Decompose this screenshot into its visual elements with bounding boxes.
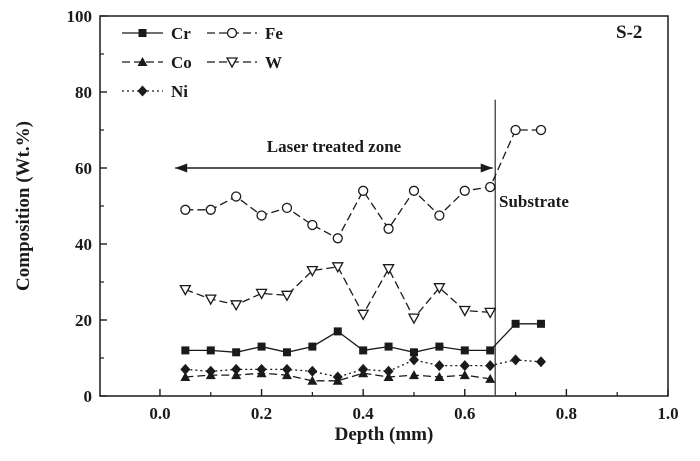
legend-W-marker (225, 57, 239, 69)
laser-zone-annotation: Laser treated zone (266, 137, 402, 156)
x-axis-label: Depth (mm) (334, 424, 434, 445)
arrowhead-left (175, 163, 188, 173)
arrowhead-right (480, 163, 493, 173)
series-Cr-marker (308, 342, 317, 351)
series-W-marker (255, 288, 268, 300)
legend-W-label: W (265, 53, 282, 72)
series-Ni-marker (307, 365, 318, 377)
series-Co-marker (434, 372, 445, 381)
y-tick-label: 60 (75, 159, 92, 178)
series-Co-marker (485, 373, 496, 383)
series-W-marker (331, 262, 344, 274)
x-tick-label: 0.6 (454, 404, 475, 423)
series-Cr-marker (181, 346, 190, 355)
series-W-marker (204, 294, 217, 306)
series-Cr-marker (435, 342, 444, 351)
panel-label: S-2 (616, 22, 643, 43)
series-Ni-marker (383, 365, 394, 377)
legend-Fe-marker (226, 27, 238, 39)
series-W-marker (230, 300, 243, 312)
series-Ni-marker (459, 360, 470, 372)
series-W-marker (306, 265, 319, 277)
legend-Ni-marker (137, 85, 148, 97)
x-tick-label: 0.8 (556, 404, 577, 423)
series-W-marker (484, 307, 497, 319)
series-Co-marker (307, 375, 318, 385)
x-tick-label: 0.0 (149, 404, 170, 423)
x-tick-label: 0.4 (353, 404, 375, 423)
y-tick-label: 40 (75, 235, 92, 254)
legend-Cr-label: Cr (171, 24, 191, 43)
legend-Co-marker (137, 57, 148, 66)
series-Cr-marker (536, 319, 545, 328)
series-W-line (185, 266, 491, 320)
series-Co-marker (180, 372, 191, 381)
legend-Ni-label: Ni (171, 82, 188, 101)
series-Fe-marker (408, 185, 420, 196)
series-Fe-marker (256, 210, 267, 221)
y-tick-label: 100 (67, 7, 93, 26)
series-Cr-marker (257, 342, 266, 351)
series-Ni-marker (180, 363, 191, 375)
series-Ni-marker (408, 354, 419, 366)
legend-Fe-label: Fe (265, 24, 283, 43)
series-Ni-marker (256, 363, 267, 375)
series-Cr-marker (282, 348, 291, 357)
y-tick-label: 20 (75, 311, 92, 330)
series-Fe-marker (332, 233, 343, 244)
series-Ni-marker (535, 356, 546, 368)
series-Fe-marker (281, 202, 293, 214)
series-Cr-marker (232, 348, 241, 357)
series-Fe-marker (535, 124, 547, 136)
y-axis-label: Composition (Wt.%) (13, 121, 34, 291)
series-Cr-marker (333, 327, 342, 336)
legend-Co-label: Co (171, 53, 192, 72)
series-Fe-marker (434, 210, 445, 221)
series-Co-marker (459, 370, 470, 380)
series-Ni-marker (332, 371, 343, 383)
series-Fe-marker (180, 204, 191, 215)
series-Ni-marker (358, 363, 369, 375)
series-Fe-marker (231, 191, 242, 202)
series-W-marker (407, 313, 421, 325)
series-W-marker (179, 284, 192, 296)
series-Fe-marker (459, 185, 470, 196)
series-Cr-marker (359, 346, 368, 355)
series-Ni-marker (205, 365, 216, 377)
series-Cr-marker (409, 348, 418, 357)
series-Fe-marker (485, 181, 496, 193)
series-Ni-line (185, 359, 542, 378)
series-Fe-marker (205, 204, 216, 215)
series-Ni-marker (231, 363, 242, 375)
series-Ni-marker (510, 354, 521, 366)
series-Fe-marker (358, 185, 369, 196)
series-Cr-marker (384, 342, 393, 351)
series-Fe-marker (383, 223, 394, 234)
substrate-annotation: Substrate (499, 192, 569, 211)
series-W-marker (458, 305, 471, 317)
series-Fe-line (185, 129, 541, 240)
series-Cr-marker (486, 346, 495, 355)
series-Cr-marker (206, 346, 215, 355)
series-Ni-marker (281, 363, 292, 375)
y-tick-label: 0 (84, 387, 93, 406)
series-Ni-marker (434, 360, 445, 372)
series-Fe-marker (510, 124, 521, 136)
series-Cr-marker (511, 319, 520, 328)
x-tick-label: 0.2 (251, 404, 272, 423)
series-W-marker (280, 290, 294, 302)
y-tick-label: 80 (75, 83, 92, 102)
series-Co-marker (408, 370, 419, 380)
series-W-marker (382, 264, 395, 276)
series-W-marker (433, 283, 446, 295)
series-Ni-marker (485, 360, 496, 372)
series-Cr-marker (460, 346, 469, 355)
legend-Cr-marker (138, 29, 147, 37)
series-W-marker (357, 309, 370, 321)
series-Fe-marker (307, 219, 318, 231)
x-tick-label: 1.0 (657, 404, 678, 423)
